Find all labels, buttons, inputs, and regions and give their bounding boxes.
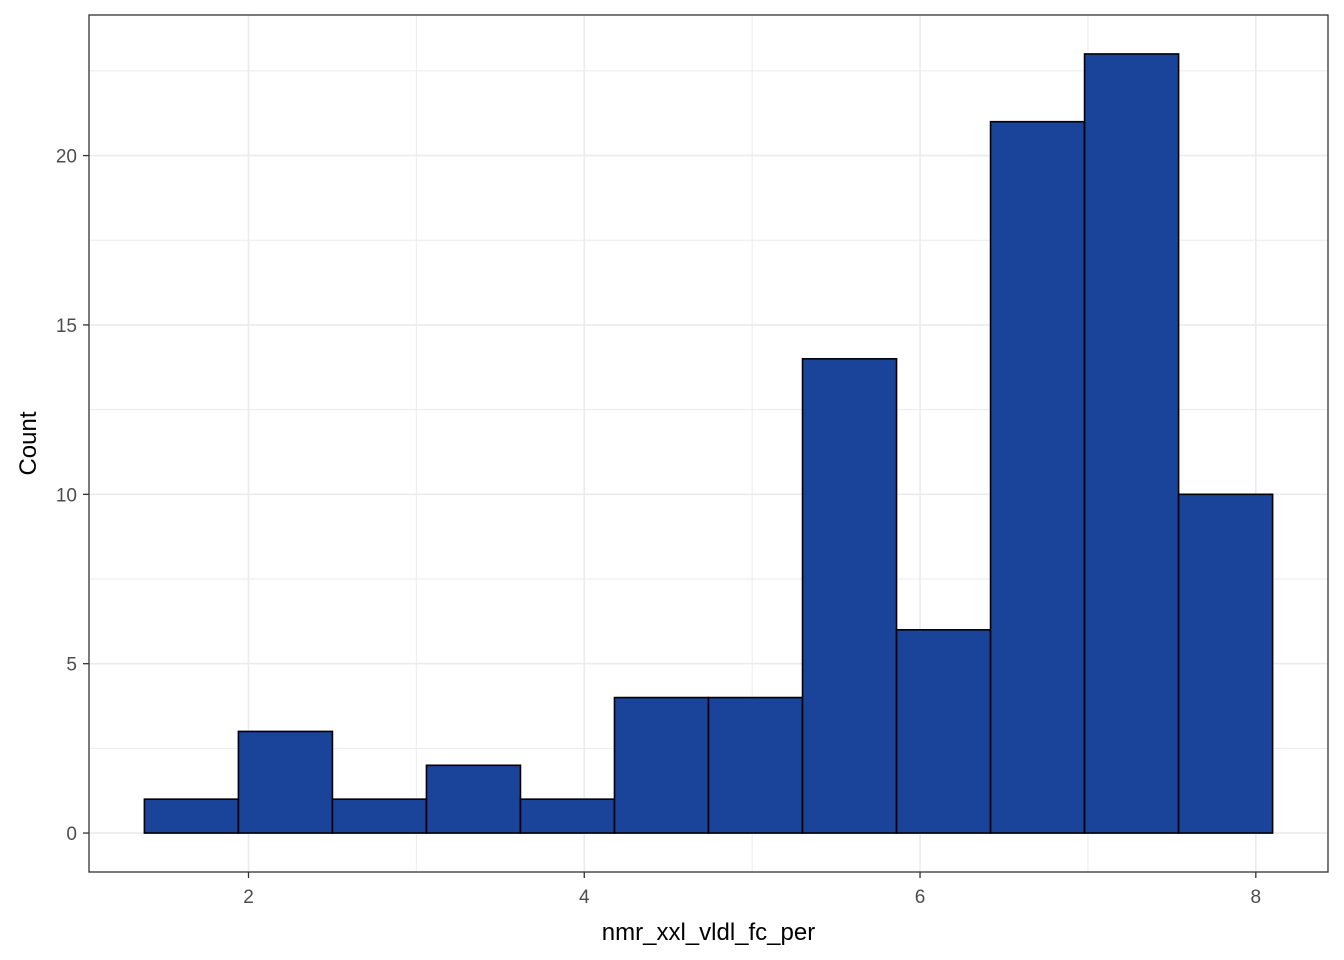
x-axis-title: nmr_xxl_vldl_fc_per (602, 919, 815, 946)
histogram-bar (801, 358, 898, 834)
histogram-bar (331, 798, 428, 834)
x-tick-label: 4 (579, 887, 590, 908)
histogram-bar (237, 730, 334, 834)
histogram-bar (895, 629, 992, 834)
histogram-bar (613, 696, 710, 834)
y-tick-label: 15 (56, 316, 77, 337)
histogram-bar (707, 696, 804, 834)
y-axis-title: Count (15, 411, 42, 475)
histogram-bar (1177, 493, 1274, 834)
x-tick-label: 8 (1251, 887, 1262, 908)
y-tick-label: 0 (66, 824, 77, 845)
histogram-bar (143, 798, 240, 834)
y-tick-label: 10 (56, 485, 77, 506)
panel-border (88, 14, 1329, 873)
y-tick-label: 20 (56, 147, 77, 168)
histogram-bar (989, 120, 1086, 834)
histogram-bar (425, 764, 522, 834)
axis-ticks: 2 4 6 8 0 5 10 15 20 (56, 147, 1261, 908)
histogram-bars (143, 53, 1274, 834)
histogram-bar (1083, 53, 1180, 834)
x-tick-label: 2 (243, 887, 254, 908)
y-tick-label: 5 (66, 655, 77, 676)
x-tick-label: 6 (915, 887, 926, 908)
histogram-bar (519, 798, 616, 834)
